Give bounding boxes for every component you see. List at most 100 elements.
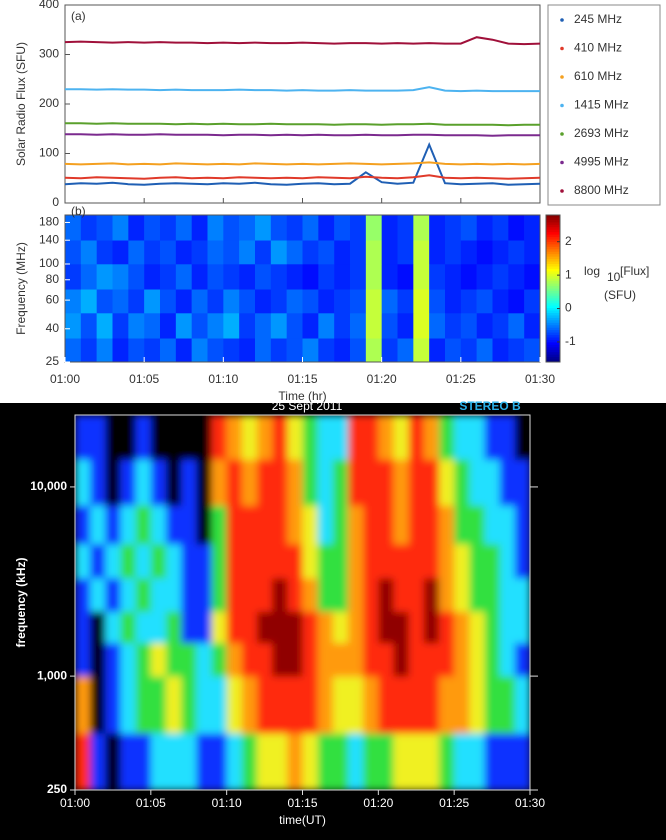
heatmap-cell: [120, 642, 137, 677]
legend-label: 1415 MHz: [574, 98, 629, 112]
colorbar-slice: [546, 283, 560, 287]
heatmap-cell: [239, 338, 256, 362]
heatmap-cell: [150, 642, 167, 677]
heatmap-cell: [166, 676, 182, 734]
y-tick-label: 300: [39, 47, 59, 61]
heatmap-cell: [476, 313, 493, 339]
x-tick-label: 01:20: [367, 372, 397, 386]
heatmap-cell: [144, 289, 161, 314]
heatmap-cell: [454, 733, 470, 790]
heatmap-cell: [90, 415, 106, 460]
heatmap-cell: [348, 543, 364, 579]
heatmap-cell: [65, 240, 82, 265]
heatmap-cell: [120, 676, 137, 734]
heatmap-cell: [75, 611, 91, 644]
colorbar-slice: [546, 330, 560, 334]
heatmap-cell: [144, 240, 161, 265]
heatmap-cell: [429, 215, 446, 241]
heatmap-cell: [286, 313, 303, 339]
heatmap-cell: [492, 264, 509, 290]
heatmap-cell: [332, 543, 349, 579]
heatmap-cell: [332, 415, 349, 460]
x-axis-label: Time (hr): [278, 389, 326, 403]
heatmap-cell: [287, 505, 303, 545]
heatmap-cell: [476, 289, 493, 314]
heatmap-cell: [381, 240, 398, 265]
heatmap-cell: [223, 240, 240, 265]
heatmap-cell: [160, 338, 177, 362]
heatmap-cell: [363, 578, 379, 612]
heatmap-cell: [318, 215, 335, 241]
heatmap-cell: [484, 459, 501, 506]
heatmap-cell: [166, 578, 182, 612]
heatmap-cell: [334, 264, 351, 290]
heatmap-cell: [166, 415, 182, 460]
heatmap-cell: [287, 578, 303, 612]
series-line: [65, 122, 540, 127]
colorbar-slice: [546, 256, 560, 260]
heatmap-cell: [445, 215, 462, 241]
heatmap-cell: [90, 733, 106, 790]
heatmap-cell: [484, 733, 501, 790]
heatmap-cell: [255, 289, 272, 314]
heatmap-cell: [196, 415, 212, 460]
colorbar-slice: [546, 310, 560, 314]
heatmap-cell: [439, 733, 455, 790]
heatmap-cell: [393, 505, 410, 545]
heatmap-cell: [105, 543, 121, 579]
legend-swatch: [560, 103, 564, 108]
heatmap-cell: [439, 415, 455, 460]
heatmap-cell: [423, 642, 440, 677]
heatmap-cell: [80, 338, 97, 362]
heatmap-cell: [181, 676, 197, 734]
colorbar-slice: [546, 261, 560, 265]
x-tick-label: 01:00: [60, 796, 90, 810]
y-tick-label: 180: [39, 215, 59, 229]
x-tick-label: 01:30: [515, 796, 545, 810]
heatmap-cell: [302, 733, 319, 790]
heatmap-cell: [413, 313, 430, 339]
heatmap-cell: [350, 313, 367, 339]
heatmap-cell: [239, 240, 256, 265]
y-tick-label: 1,000: [37, 668, 67, 682]
heatmap-cell: [255, 240, 272, 265]
heatmap-cell: [397, 289, 414, 314]
heatmap-cell: [514, 505, 530, 545]
colorbar-slice: [546, 281, 560, 285]
heatmap-cell: [439, 505, 455, 545]
colorbar-slice: [546, 298, 560, 302]
heatmap-cell: [150, 505, 167, 545]
colorbar-slice: [546, 308, 560, 312]
heatmap-cell: [90, 676, 106, 734]
colorbar-tick-label: 2: [565, 234, 572, 248]
heatmap-cell: [160, 264, 177, 290]
heatmap-cell: [514, 578, 530, 612]
heatmap-cell: [120, 733, 137, 790]
heatmap-cell: [492, 215, 509, 241]
heatmap-cell: [514, 543, 530, 579]
heatmap-cell: [105, 676, 121, 734]
heatmap-cell: [429, 338, 446, 362]
heatmap-cell: [80, 264, 97, 290]
colorbar-slice: [546, 349, 560, 353]
heatmap-cell: [317, 578, 334, 612]
heatmap-cell: [408, 733, 425, 790]
y-tick-label: 140: [39, 232, 59, 246]
heatmap-cell: [408, 459, 425, 506]
heatmap-cell: [211, 543, 228, 579]
y-axis-label: frequency (kHz): [14, 557, 28, 647]
heatmap-cell: [429, 313, 446, 339]
x-tick-label: 01:10: [212, 796, 242, 810]
heatmap-cell: [287, 611, 303, 644]
heatmap-cell: [317, 642, 334, 677]
series-line: [65, 86, 540, 93]
heatmap-cell: [454, 543, 470, 579]
heatmap-cell: [207, 338, 224, 362]
heatmap-cell: [90, 505, 106, 545]
colorbar-slice: [546, 293, 560, 297]
heatmap-cell: [499, 578, 516, 612]
heatmap-cell: [239, 215, 256, 241]
heatmap-cell: [239, 289, 256, 314]
heatmap-cell: [175, 338, 192, 362]
heatmap-cell: [135, 676, 152, 734]
